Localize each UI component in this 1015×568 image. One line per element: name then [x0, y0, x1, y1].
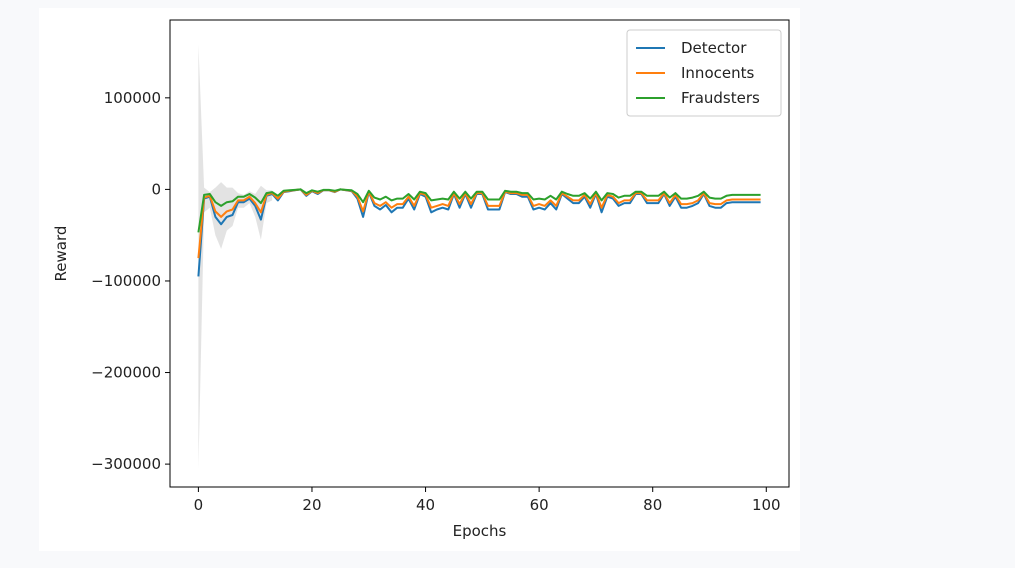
confidence-band [198, 44, 273, 469]
x-tick-label: 80 [643, 496, 662, 514]
plot-frame [169, 19, 790, 488]
series-line-fraudsters [197, 188, 761, 233]
legend-box [626, 29, 782, 117]
y-tick-label: 100000 [104, 89, 161, 107]
y-axis-label: Reward [52, 226, 70, 282]
x-tick-label: 100 [752, 496, 781, 514]
x-tick-label: 40 [416, 496, 435, 514]
chart-figure: 0 20 40 60 80 100 100000 0 −100000 −200000 −30000… [39, 8, 800, 551]
line-chart: 0 20 40 60 80 100 100000 0 −100000 −200000 −30000… [52, 19, 790, 540]
series-line-detector [197, 188, 761, 277]
x-tick-label: 60 [530, 496, 549, 514]
legend-label: Detector [681, 39, 747, 57]
x-tick-label: 0 [194, 496, 204, 514]
legend-label: Innocents [681, 64, 754, 82]
y-tick-label: −200000 [91, 364, 161, 382]
y-tick-label: 0 [151, 180, 161, 198]
legend: Detector Innocents Fraudsters [626, 29, 782, 117]
y-tick-label: −300000 [91, 455, 161, 473]
x-axis-label: Epochs [453, 522, 507, 540]
legend-label: Fraudsters [681, 89, 760, 107]
y-tick-label: −100000 [91, 272, 161, 290]
x-tick-label: 20 [302, 496, 321, 514]
